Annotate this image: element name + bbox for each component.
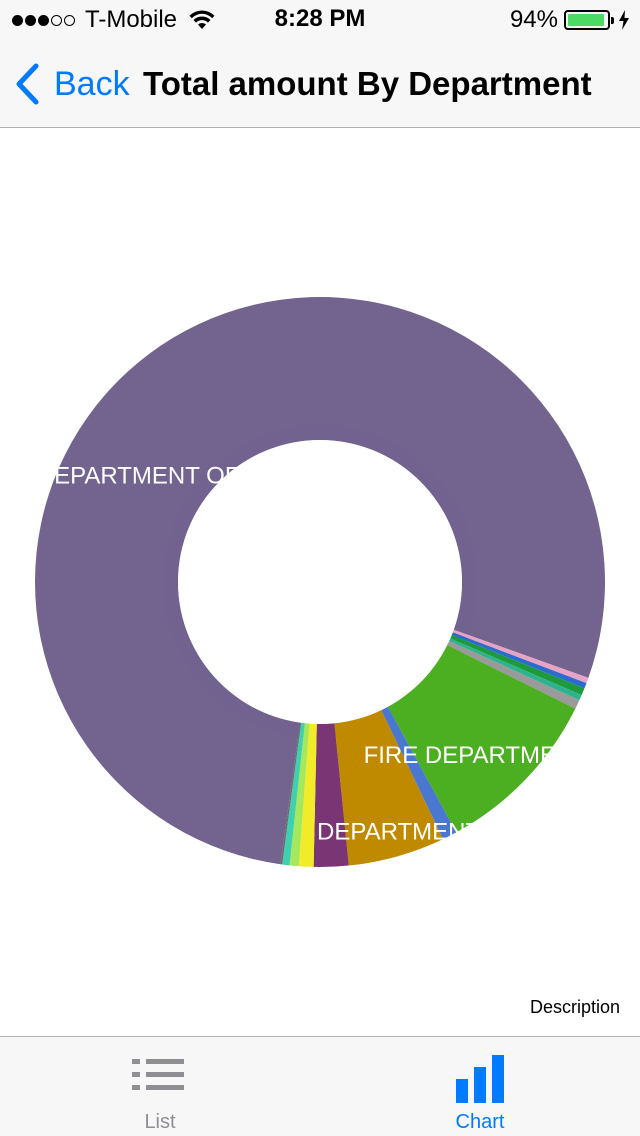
charging-bolt-icon — [619, 10, 629, 30]
page-title: Total amount By Department — [143, 65, 592, 102]
chart-description: Description — [529, 997, 620, 1017]
pie-slice-inner-ring — [450, 634, 466, 645]
battery-percentage: 94% — [509, 6, 558, 33]
pie-slice-inner-ring — [298, 722, 302, 738]
pie-slice[interactable] — [280, 722, 302, 865]
pie-slice[interactable] — [381, 706, 457, 840]
carrier-name: T-Mobile — [85, 6, 178, 33]
pie-slice-inner-ring — [303, 723, 310, 739]
battery-cap — [611, 17, 614, 24]
pie-slice-inner-ring — [299, 722, 305, 739]
pie-slice[interactable] — [447, 640, 580, 709]
battery-level — [568, 14, 604, 26]
pie-slice[interactable] — [449, 638, 582, 701]
pie-slice-inner-ring — [316, 723, 336, 739]
pie-slice[interactable] — [387, 645, 576, 833]
pie-slice[interactable] — [451, 632, 587, 689]
signal-strength-icon — [12, 14, 77, 26]
pie-slice[interactable] — [282, 722, 305, 866]
pie-slice-inner-ring — [452, 629, 468, 638]
signal-dot — [25, 14, 36, 26]
pie-slice-inner-ring — [308, 723, 317, 739]
tab-chart[interactable]: Chart — [320, 1037, 640, 1136]
slice-label: FIRE DEPARTMENT — [364, 742, 589, 769]
pie-slice[interactable] — [452, 629, 589, 684]
back-label: Back — [54, 64, 130, 103]
pie-slice-inner-ring — [451, 632, 467, 641]
status-left: T-Mobile — [12, 6, 215, 34]
wifi-icon — [189, 10, 215, 29]
pie-slice-inner-ring — [334, 710, 388, 739]
navigation-bar: Back Total amount By Department — [0, 40, 640, 128]
pie-slice[interactable] — [450, 634, 585, 696]
signal-dot — [12, 14, 23, 26]
status-right: 94% — [510, 6, 630, 34]
pie-slice-inner-ring — [449, 638, 465, 648]
back-button[interactable]: Back — [14, 62, 130, 106]
signal-dot — [38, 14, 49, 26]
donut-chart[interactable]: DEPARTMENT OF POLICE FIRE DEPARTMENT DEPAR… — [0, 129, 640, 989]
tab-list[interactable]: List — [0, 1037, 320, 1136]
chart-area: DEPARTMENT OF POLICE FIRE DEPARTMENT DEPAR… — [0, 129, 640, 1036]
list-icon — [132, 1059, 184, 1090]
chevron-left-icon — [16, 63, 39, 105]
signal-dot — [64, 14, 75, 26]
tab-bar: List Chart — [0, 1036, 640, 1136]
tab-list-label: List — [144, 1111, 176, 1133]
pie-slice-inner-ring — [381, 706, 396, 724]
pie-slice[interactable] — [313, 723, 349, 867]
pie-slice[interactable] — [35, 296, 605, 865]
bar-chart-icon — [456, 1055, 504, 1103]
status-time: 8:28 PM — [274, 5, 366, 32]
status-bar: T-Mobile 8:28 PM 94% — [0, 0, 640, 40]
pie-slice[interactable] — [289, 723, 310, 867]
slice-label: DEPARTMENT OF PERSO — [317, 819, 610, 846]
pie-slice-inner-ring — [447, 640, 463, 652]
pie-slice[interactable] — [334, 710, 444, 866]
donut-hole — [178, 440, 462, 724]
battery-icon — [564, 10, 614, 30]
pie-slice-inner-ring — [387, 645, 461, 720]
tab-chart-label: Chart — [455, 1111, 505, 1133]
pie-slice[interactable] — [298, 723, 317, 867]
slice-label: DEPARTMENT OF POLICE — [37, 462, 334, 489]
signal-dot — [51, 14, 62, 26]
